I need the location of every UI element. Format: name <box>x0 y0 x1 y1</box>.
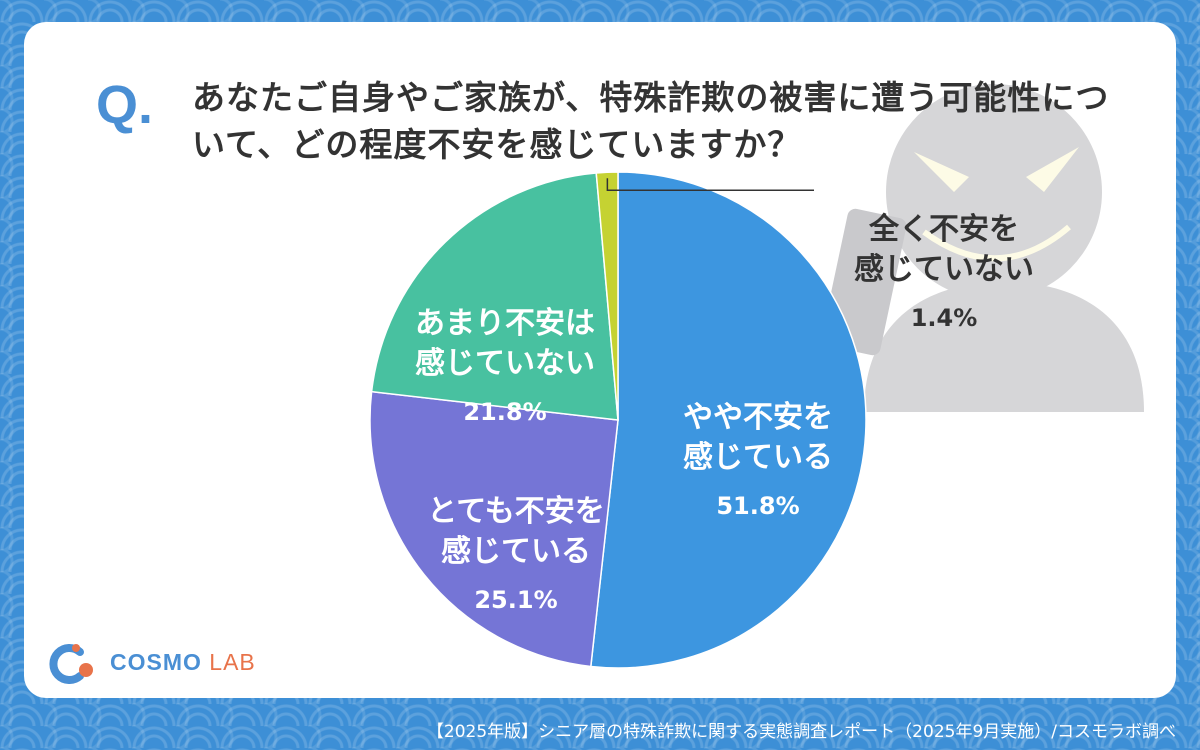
slice-not-very-anxious <box>370 172 619 421</box>
thief-eye-right <box>1026 147 1079 192</box>
thief-grin <box>922 224 1071 262</box>
logo-icon <box>49 644 93 684</box>
footer-source: 【2025年版】シニア層の特殊詐欺に関する実態調査レポート（2025年9月実施）… <box>426 722 1176 742</box>
label-somewhat-anxious: やや不安を 感じている 51.8% <box>658 358 858 566</box>
label-very-anxious-text: とても不安を 感じている <box>427 494 605 569</box>
slice-not-anxious <box>595 171 619 421</box>
label-not-anxious-pct: 1.4% <box>910 304 978 332</box>
question-mark: Q. <box>96 75 154 135</box>
thief-head <box>886 84 1102 300</box>
leader-line-not-anxious <box>606 178 814 191</box>
slice-very-anxious <box>369 390 619 668</box>
thief-illustration <box>821 84 1144 412</box>
slice-somewhat-anxious <box>589 171 867 669</box>
label-very-anxious-pct: 25.1% <box>474 586 558 614</box>
label-not-very-anxious-pct: 21.8% <box>463 398 547 426</box>
question-text: あなたご自身やご家族が、特殊詐欺の被害に遭う可能性について、どの程度不安を感じて… <box>192 78 1110 164</box>
label-somewhat-anxious-text: やや不安を 感じている <box>683 400 833 475</box>
label-somewhat-anxious-pct: 51.8% <box>716 492 800 520</box>
label-not-anxious: 全く不安を 感じていない 1.4% <box>854 170 1034 378</box>
logo-brand-accent: LAB <box>209 648 256 675</box>
pie-chart <box>369 171 867 669</box>
logo: COSMO LAB <box>46 640 256 684</box>
thief-body <box>864 282 1144 412</box>
label-very-anxious: とても不安を 感じている 25.1% <box>416 452 616 660</box>
logo-brand-main: COSMO <box>110 648 210 675</box>
card: Q. あなたご自身やご家族が、特殊詐欺の被害に遭う可能性について、どの程度不安を… <box>24 22 1176 698</box>
thief-eye-left <box>914 152 969 192</box>
label-not-very-anxious: あまり不安は 感じていない 21.8% <box>400 264 610 472</box>
logo-text: COSMO LAB <box>110 649 256 676</box>
label-not-very-anxious-text: あまり不安は 感じていない <box>415 306 595 381</box>
label-not-anxious-text: 全く不安を 感じていない <box>854 212 1034 287</box>
